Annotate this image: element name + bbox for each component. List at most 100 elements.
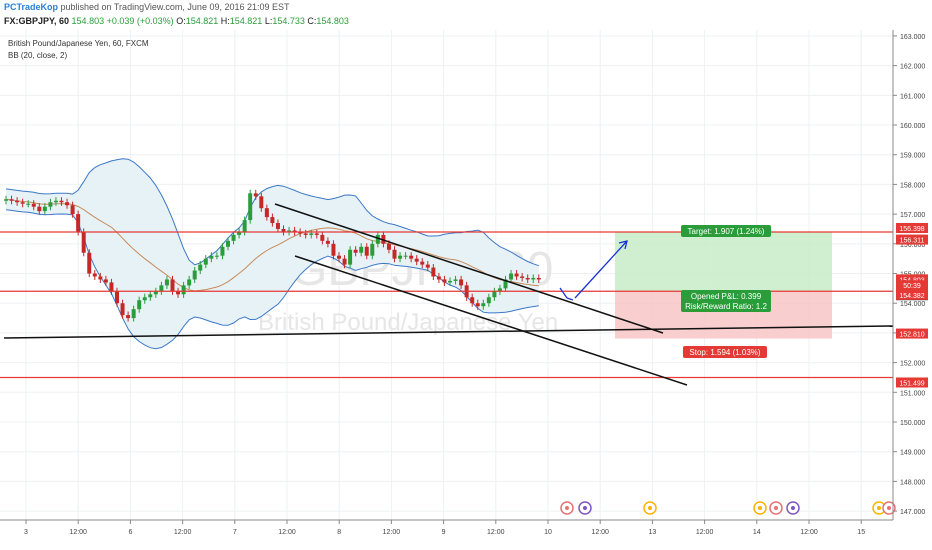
price-tag-entry-label bbox=[896, 280, 928, 291]
chart-title: British Pound/Japanese Yen, 60, FXCM bbox=[8, 39, 149, 48]
candle-body bbox=[70, 205, 75, 215]
price-tag-text-stop: 152.810 bbox=[899, 332, 924, 339]
candle-body bbox=[314, 233, 319, 235]
price-tag-stop bbox=[896, 328, 928, 339]
candle-body bbox=[375, 234, 380, 244]
high-label: H: bbox=[220, 16, 230, 26]
candle-body bbox=[170, 279, 175, 292]
candle-body bbox=[42, 206, 47, 212]
event-marker-dot bbox=[565, 506, 569, 510]
indicator-label[interactable]: BB (20, close, 2) bbox=[8, 51, 67, 60]
candle-body bbox=[348, 249, 353, 265]
x-tick-label: 12:00 bbox=[383, 529, 401, 536]
candle-body bbox=[325, 240, 330, 244]
x-tick-label: 12:00 bbox=[591, 529, 609, 536]
candle-body bbox=[65, 202, 70, 206]
y-tick-label: 148.000 bbox=[900, 479, 925, 486]
candle-body bbox=[287, 230, 292, 232]
candle-body bbox=[398, 255, 403, 259]
pnl-text: Opened P&L: 0.399 bbox=[691, 292, 762, 301]
candle-body bbox=[386, 243, 391, 250]
candle-body bbox=[448, 280, 452, 283]
candle-body bbox=[475, 303, 480, 307]
candle-body bbox=[220, 246, 225, 256]
candle-body bbox=[131, 309, 136, 319]
candle-body bbox=[92, 273, 97, 277]
x-tick-label: 12:00 bbox=[174, 529, 192, 536]
last-price: 154.803 bbox=[71, 16, 105, 26]
target-label[interactable]: Target: 1.907 (1.24%) bbox=[681, 225, 771, 237]
candle-body bbox=[364, 246, 369, 256]
candle-body bbox=[320, 234, 325, 241]
candle-body bbox=[331, 243, 336, 256]
event-marker-dot bbox=[648, 506, 652, 510]
time-axis[interactable]: 3 12:00 6 12:00 7 12:00 8 12:00 9 12:00 10 12:00 13 1… bbox=[24, 520, 865, 536]
candle-body bbox=[497, 288, 502, 292]
candle-body bbox=[303, 233, 308, 235]
candle-body bbox=[392, 249, 397, 259]
candle-body bbox=[53, 200, 58, 203]
y-tick-label: 163.000 bbox=[900, 34, 925, 41]
candle-body bbox=[98, 276, 103, 280]
x-tick-label: 8 bbox=[337, 529, 341, 536]
x-tick-label: 10 bbox=[544, 529, 552, 536]
pnl-label[interactable]: Opened P&L: 0.399 Risk/Reward Ratio: 1.2 bbox=[681, 290, 771, 312]
candle-body bbox=[470, 297, 475, 304]
candle-body bbox=[353, 249, 358, 253]
symbol-label[interactable]: FX:GBPJPY, 60 bbox=[4, 16, 70, 26]
candle-body bbox=[453, 279, 458, 281]
candle-body bbox=[231, 234, 236, 241]
x-tick-label: 3 bbox=[24, 529, 28, 536]
projection-arrow-down[interactable] bbox=[559, 287, 574, 301]
candle-body bbox=[59, 200, 64, 203]
candle-body bbox=[26, 203, 31, 205]
close-value: 154.803 bbox=[316, 16, 349, 26]
candles bbox=[4, 189, 541, 322]
x-tick-label: 12:00 bbox=[278, 529, 296, 536]
profit-zone[interactable] bbox=[615, 231, 832, 292]
author-link[interactable]: PCTradeKop bbox=[4, 2, 59, 12]
candle-body bbox=[531, 277, 536, 280]
y-tick-label: 159.000 bbox=[900, 153, 925, 160]
candle-body bbox=[120, 303, 125, 316]
open-label: O: bbox=[176, 16, 186, 26]
channel-lower-line[interactable] bbox=[294, 255, 688, 386]
candle-body bbox=[148, 294, 153, 298]
price-tag-text-support: 151.499 bbox=[899, 380, 924, 387]
y-tick-label: 161.000 bbox=[900, 93, 925, 100]
candle-body bbox=[370, 243, 375, 256]
candle-body bbox=[281, 228, 286, 232]
candle-body bbox=[81, 231, 86, 253]
price-chart[interactable]: GBPJPY, 60 British Pound/Japanese Yen Br… bbox=[0, 30, 932, 550]
price-tag-text-bb-upper: 156.311 bbox=[900, 238, 925, 245]
candle-body bbox=[214, 255, 219, 257]
candle-body bbox=[520, 276, 525, 278]
candle-body bbox=[309, 233, 314, 235]
candle-body bbox=[292, 230, 297, 232]
y-tick-label: 156.000 bbox=[900, 242, 925, 249]
stop-label[interactable]: Stop: 1.594 (1.03%) bbox=[683, 346, 767, 358]
trendline-support[interactable] bbox=[3, 325, 894, 339]
candle-body bbox=[137, 300, 142, 310]
bb-middle-line bbox=[5, 198, 539, 292]
economic-events[interactable] bbox=[560, 501, 896, 515]
candle-body bbox=[486, 297, 491, 304]
y-tick-label: 154.000 bbox=[900, 301, 925, 308]
x-tick-label: 12:00 bbox=[69, 529, 87, 536]
price-tag-text-trend: 154.382 bbox=[899, 293, 924, 300]
x-tick-label: 13 bbox=[649, 529, 657, 536]
event-marker-dot bbox=[758, 506, 762, 510]
candle-body bbox=[115, 291, 119, 304]
channel-upper-line[interactable] bbox=[274, 203, 664, 334]
candle-body bbox=[164, 279, 169, 286]
ratio-text: Risk/Reward Ratio: 1.2 bbox=[685, 302, 767, 311]
bb-upper-line bbox=[5, 158, 539, 267]
x-tick-label: 9 bbox=[442, 529, 446, 536]
candle-body bbox=[198, 264, 203, 271]
projection-arrow-up[interactable] bbox=[574, 240, 628, 299]
low-label: L: bbox=[264, 16, 273, 26]
y-tick-label: 149.000 bbox=[900, 450, 925, 457]
candle-body bbox=[20, 202, 25, 204]
low-value: 154.733 bbox=[272, 16, 305, 26]
candle-body bbox=[436, 276, 441, 280]
